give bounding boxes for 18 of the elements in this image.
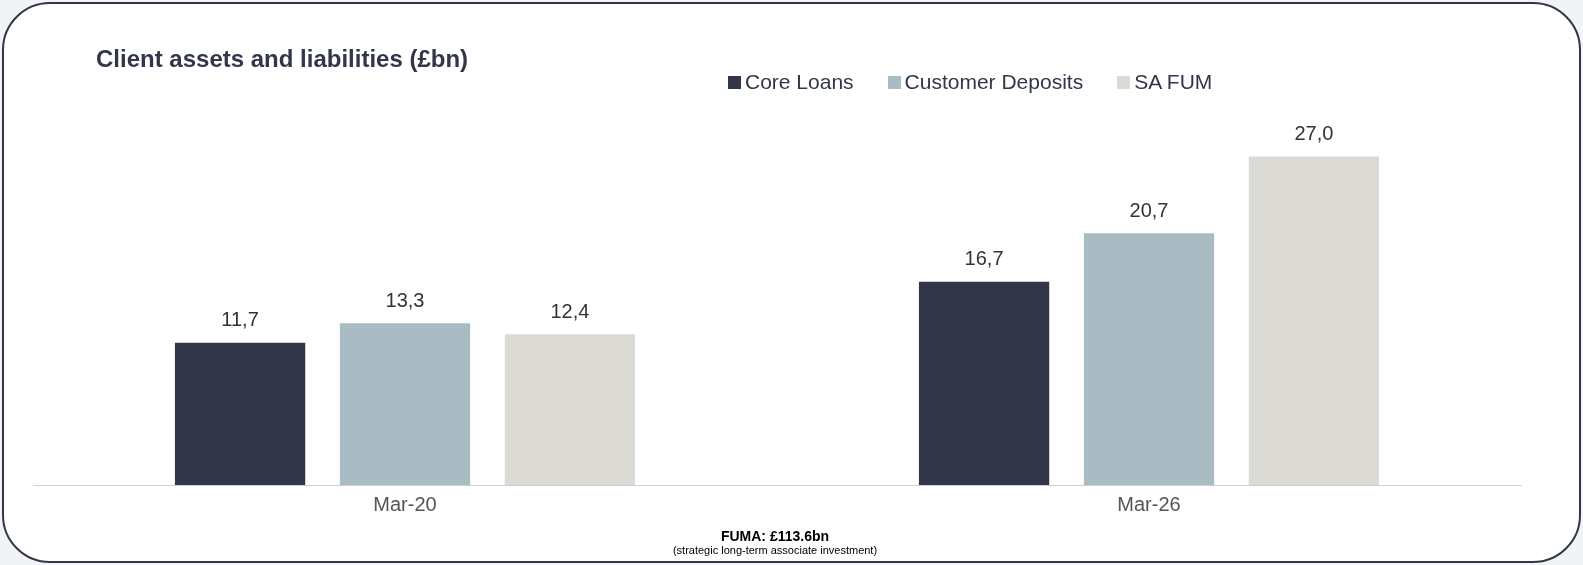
bar: [339, 323, 471, 485]
data-label: 12,4: [550, 299, 590, 322]
legend-label: SA FUM: [1133, 70, 1213, 94]
legend-label: Customer Deposits: [903, 70, 1084, 94]
data-label: 27,0: [1294, 122, 1334, 145]
legend-label: Core Loans: [744, 70, 854, 94]
data-label: 11,7: [221, 308, 259, 331]
chart-title: Client assets and liabilities (£bn): [96, 45, 469, 73]
data-label: 13,3: [385, 288, 425, 311]
x-tick-label: Mar-26: [1117, 492, 1181, 515]
x-tick-label: Mar-20: [373, 492, 437, 515]
text: FUMA: £113.6bn: [719, 528, 831, 544]
data-label: 20,7: [1129, 198, 1169, 221]
bar: [918, 281, 1050, 485]
data-label: 16,7: [964, 247, 1004, 270]
bar: [1083, 233, 1215, 485]
bar: [174, 342, 306, 485]
text: (strategic long-term associate investment): [671, 544, 879, 556]
